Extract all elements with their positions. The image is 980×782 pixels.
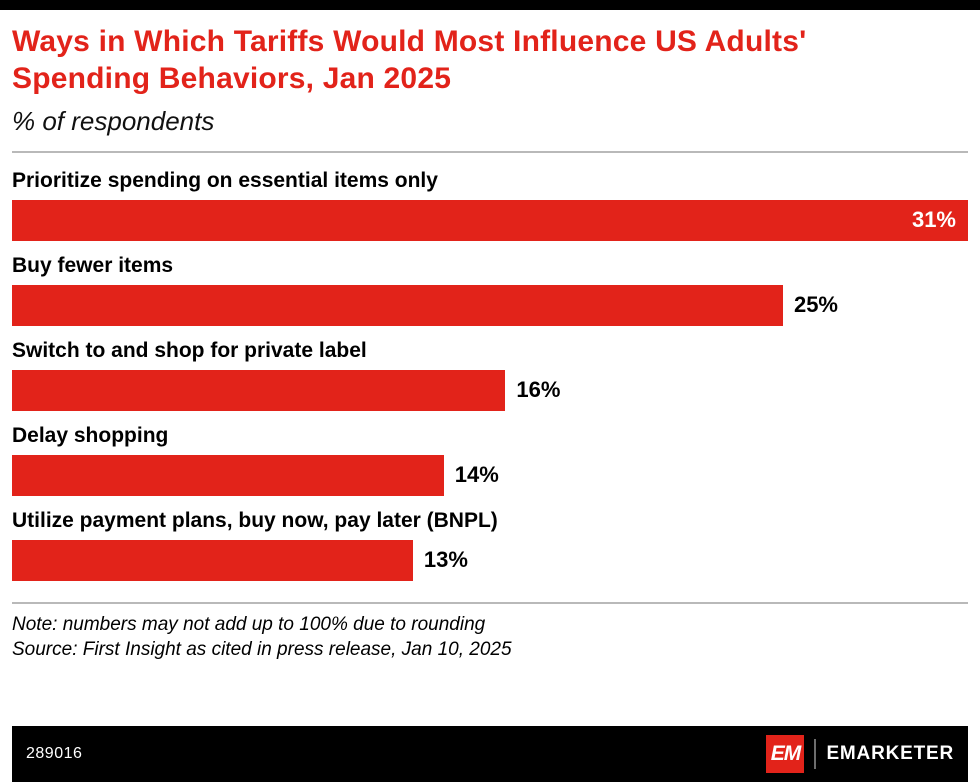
bar-track: 31% [12,199,968,241]
bar-value-label: 31% [911,207,956,233]
emarketer-logo-icon: EM [766,735,805,773]
bar-category-label: Utilize payment plans, buy now, pay late… [12,508,498,532]
bar-fill [12,454,444,496]
brand-name: EMARKETER [826,743,954,764]
bar-fill [12,369,506,411]
bar-category-label: Delay shopping [12,423,169,447]
footnote-divider [12,601,968,604]
chart-note: Note: numbers may not add up to 100% due… [12,613,486,635]
logo-divider [814,739,817,769]
bar-track: 14% [12,454,968,496]
header-divider [12,150,968,153]
bar-row: Switch to and shop for private label 16% [12,339,968,411]
brand-logo: EM EMARKETER [766,735,954,773]
bar-value-label: 13% [423,547,468,573]
bar-fill [12,539,413,581]
bar-track: 25% [12,284,968,326]
bar-row: Utilize payment plans, buy now, pay late… [12,509,968,581]
chart-subtitle: % of respondents [12,105,215,136]
top-black-strip [0,0,980,10]
bar-value-label: 14% [454,462,499,488]
chart-title: Ways in Which Tariffs Would Most Influen… [12,25,807,95]
bar-fill [12,284,783,326]
bar-fill: 31% [12,199,968,241]
bar-row: Prioritize spending on essential items o… [12,169,968,241]
bar-track: 16% [12,369,968,411]
bar-row: Buy fewer items 25% [12,254,968,326]
chart-content: Ways in Which Tariffs Would Most Influen… [0,10,980,782]
bar-category-label: Buy fewer items [12,253,174,277]
bar-track: 13% [12,539,968,581]
chart-source: Source: First Insight as cited in press … [12,639,512,661]
bar-chart: Prioritize spending on essential items o… [12,161,968,594]
bar-value-label: 16% [516,377,561,403]
footer-bar: 289016 EM EMARKETER [12,726,968,782]
bar-category-label: Prioritize spending on essential items o… [12,168,438,192]
bar-value-label: 25% [793,292,838,318]
bar-row: Delay shopping 14% [12,424,968,496]
bar-category-label: Switch to and shop for private label [12,338,367,362]
chart-id: 289016 [26,745,83,762]
